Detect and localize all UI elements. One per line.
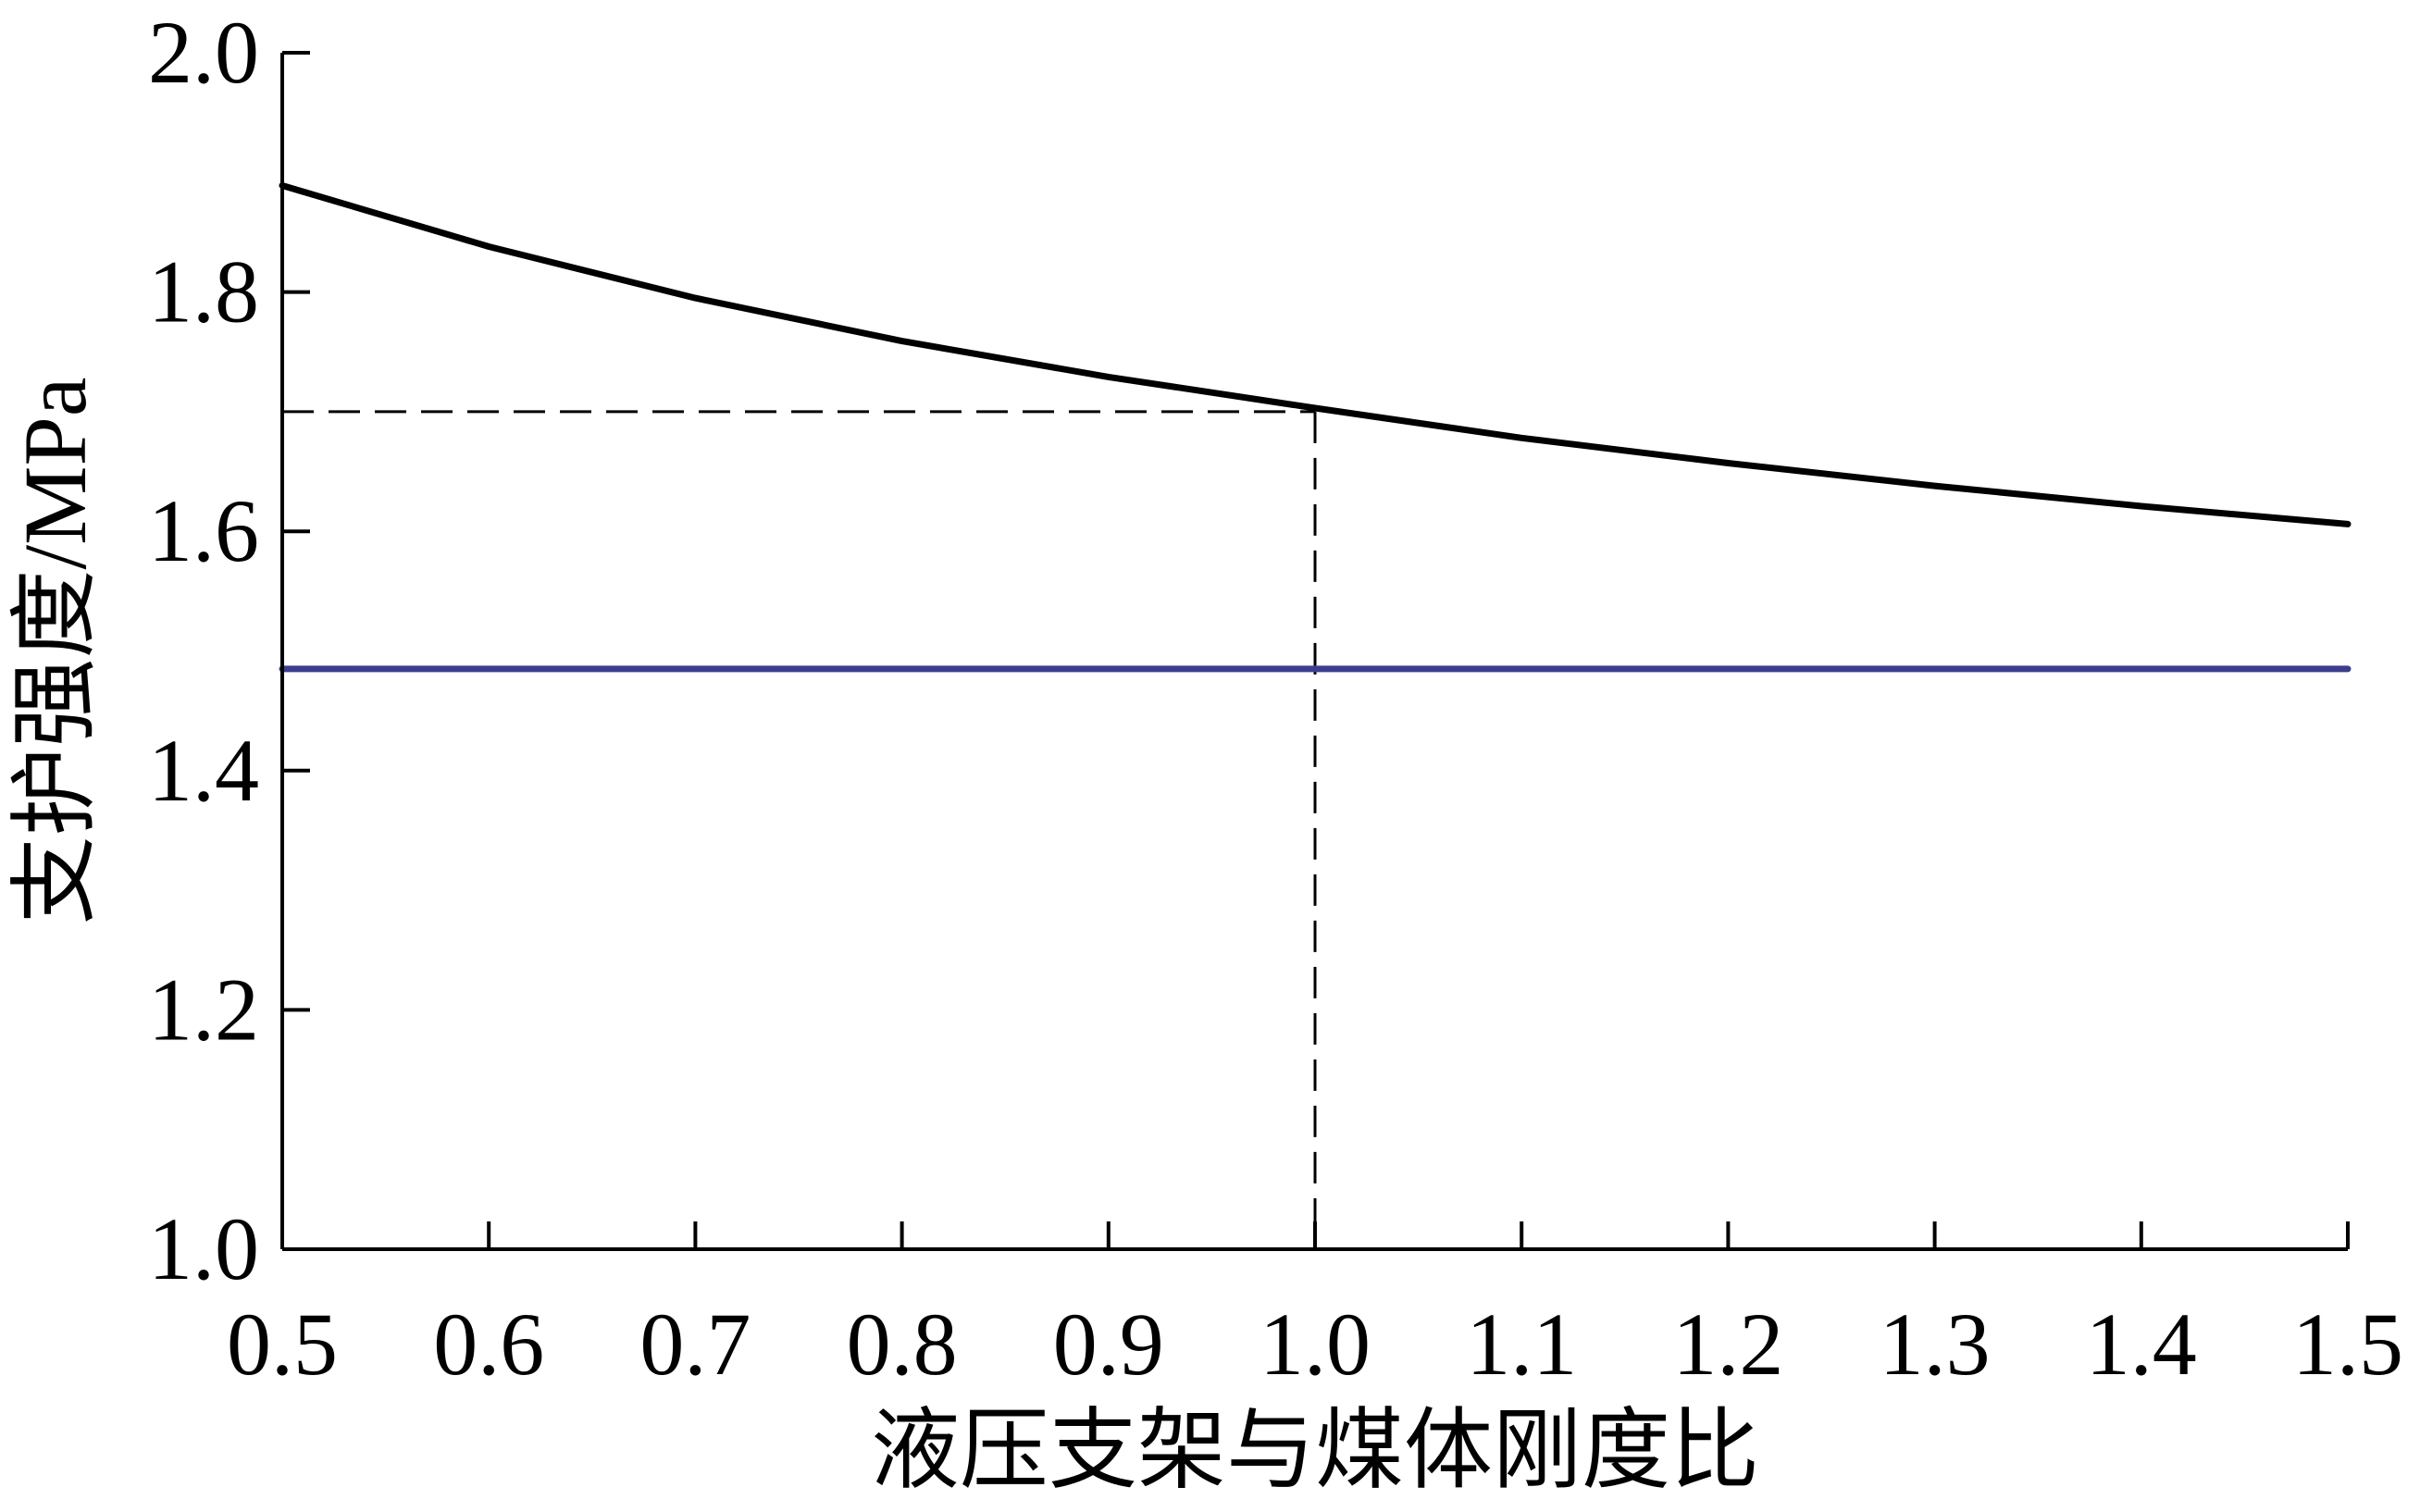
series-line-1 xyxy=(279,182,2352,527)
y-tick-label: 1.8 xyxy=(148,242,259,341)
y-axis-title: 支护强度/MPa xyxy=(6,377,105,924)
x-tick-label: 0.5 xyxy=(227,1295,338,1394)
x-tick-label: 0.6 xyxy=(433,1295,544,1394)
x-tick-label: 1.4 xyxy=(2086,1295,2197,1394)
x-tick-label: 1.2 xyxy=(1672,1295,1783,1394)
axes: 1.0 1.2 1.4 1.6 1.8 2.0 0.5 0.6 0.7 0.8 0.9 1.0 1.1 1… xyxy=(148,3,2403,1394)
x-tick-label: 1.5 xyxy=(2292,1295,2403,1394)
x-tick-label: 0.7 xyxy=(639,1295,751,1394)
y-tick-label: 1.4 xyxy=(148,721,259,820)
plot-area xyxy=(279,182,2352,1249)
x-tick-label: 1.0 xyxy=(1260,1295,1371,1394)
x-tick-label: 1.1 xyxy=(1466,1295,1577,1394)
y-tick-label: 1.2 xyxy=(148,960,259,1059)
y-tick-label: 1.0 xyxy=(148,1199,259,1298)
y-tick-label: 2.0 xyxy=(148,3,259,102)
y-tick-label: 1.6 xyxy=(148,481,259,580)
x-axis-title: 液压支架与煤体刚度比 xyxy=(871,1401,1759,1500)
x-tick-label: 0.8 xyxy=(847,1295,958,1394)
x-tick-label: 0.9 xyxy=(1053,1295,1164,1394)
x-tick-label: 1.3 xyxy=(1880,1295,1991,1394)
